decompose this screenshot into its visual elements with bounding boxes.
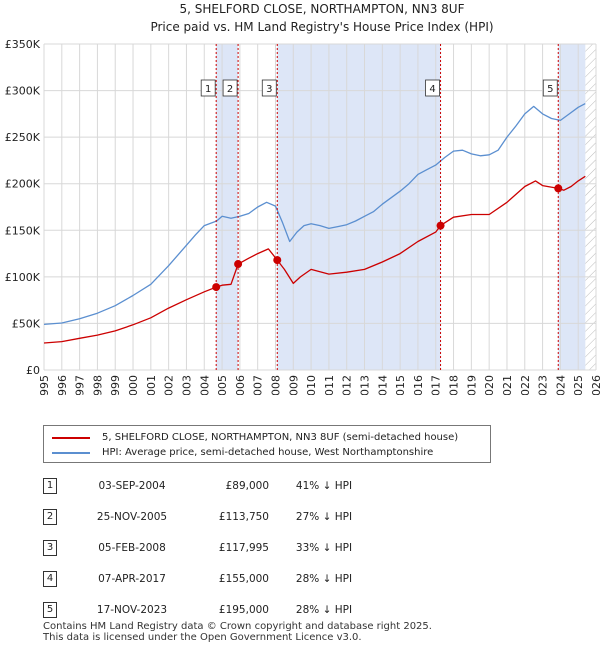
y-tick-label: £200K: [5, 178, 41, 191]
x-tick-label: 2004: [198, 375, 211, 395]
sale-hpi-diff: 41% ↓ HPI: [295, 479, 353, 492]
sale-price: £117,995: [218, 541, 269, 554]
x-tick-label: 2016: [412, 375, 425, 395]
sale-hpi-diff: 28% ↓ HPI: [295, 572, 353, 585]
sale-marker-box: [261, 79, 277, 97]
chart-subtitle: Price paid vs. HM Land Registry's House …: [150, 20, 493, 34]
property-price-line: [44, 175, 586, 344]
x-tick-label: 2006: [234, 375, 247, 395]
sale-marker-label: 4: [429, 84, 435, 95]
x-tick-label: 2014: [376, 375, 389, 395]
sale-marker-label: 2: [227, 84, 233, 95]
x-tick-label: 2015: [394, 375, 407, 395]
x-tick-label: 2010: [305, 375, 318, 395]
forecast-hatch: [585, 44, 596, 370]
sale-date: 05-FEB-2008: [98, 541, 166, 554]
x-tick-label: 2009: [287, 375, 300, 395]
sale-marker-box: [425, 79, 440, 97]
footer-note: Contains HM Land Registry data © Crown c…: [43, 621, 432, 643]
table-row: 5 17-NOV-2023 £195,000 28% ↓ HPI: [43, 594, 379, 625]
sale-hpi-diff: 33% ↓ HPI: [295, 541, 353, 554]
table-row: 1 03-SEP-2004 £89,000 41% ↓ HPI: [43, 470, 379, 501]
legend-item-hpi: HPI: Average price, semi-detached house,…: [52, 447, 433, 458]
x-tick-label: 2003: [180, 375, 193, 395]
y-tick-label: £250K: [5, 131, 41, 144]
legend-label-hpi: HPI: Average price, semi-detached house,…: [102, 447, 434, 458]
x-tick-label: 2008: [269, 375, 282, 395]
chart-title: 5, SHELFORD CLOSE, NORTHAMPTON, NN3 8UF: [180, 2, 465, 16]
sale-marker-box: [222, 79, 238, 97]
footer-copyright: Contains HM Land Registry data © Crown c…: [43, 621, 432, 632]
x-tick-label: 2025: [572, 375, 585, 395]
sale-number-badge: 4: [43, 570, 57, 587]
hpi-line: [44, 103, 586, 326]
x-tick-label: 2011: [323, 375, 336, 395]
sale-price: £89,000: [225, 479, 269, 492]
legend-swatch-hpi: [52, 451, 90, 454]
x-tick-label: 2013: [359, 375, 372, 395]
y-tick-label: £350K: [5, 38, 41, 51]
sale-price: £113,750: [218, 510, 269, 523]
x-tick-label: 2020: [483, 375, 496, 395]
sale-marker-box: [542, 79, 558, 97]
sale-point: [234, 260, 243, 269]
y-tick-label: £0: [26, 364, 40, 377]
y-tick-label: £50K: [12, 317, 41, 330]
legend-label-property: 5, SHELFORD CLOSE, NORTHAMPTON, NN3 8UF …: [102, 432, 459, 443]
table-row: 3 05-FEB-2008 £117,995 33% ↓ HPI: [43, 532, 379, 563]
sale-date: 17-NOV-2023: [96, 603, 168, 616]
sale-point: [554, 184, 563, 193]
sale-marker-label: 3: [266, 84, 272, 95]
x-tick-label: 2026: [590, 375, 600, 395]
sale-marker-label: 5: [547, 84, 553, 95]
sale-date: 03-SEP-2004: [98, 479, 166, 492]
x-tick-label: 1999: [109, 375, 122, 395]
y-tick-label: £150K: [5, 224, 41, 237]
x-tick-label: 2001: [145, 375, 158, 395]
sale-number-badge: 3: [43, 539, 57, 556]
x-tick-label: 2017: [430, 375, 443, 395]
x-tick-label: 2018: [448, 375, 461, 395]
footer-license: This data is licensed under the Open Gov…: [43, 632, 362, 643]
x-tick-label: 2000: [127, 375, 140, 395]
sale-hpi-diff: 28% ↓ HPI: [295, 603, 353, 616]
x-tick-label: 2022: [519, 375, 532, 395]
sale-hpi-diff: 27% ↓ HPI: [295, 510, 353, 523]
sale-price: £155,000: [218, 572, 269, 585]
x-tick-label: 1998: [91, 375, 104, 395]
sales-table: 1 03-SEP-2004 £89,000 41% ↓ HPI 2 25-NOV…: [43, 470, 379, 625]
table-row: 4 07-APR-2017 £155,000 28% ↓ HPI: [43, 563, 379, 594]
sale-number-badge: 2: [43, 508, 57, 525]
table-row: 2 25-NOV-2005 £113,750 27% ↓ HPI: [43, 501, 379, 532]
chart-legend: 5, SHELFORD CLOSE, NORTHAMPTON, NN3 8UF …: [43, 425, 491, 463]
sale-number-badge: 1: [43, 477, 57, 494]
x-tick-label: 1995: [38, 375, 51, 395]
sale-point: [273, 256, 282, 265]
ownership-shade: [558, 44, 586, 370]
sale-number-badge: 5: [43, 601, 57, 618]
x-tick-label: 1997: [74, 375, 87, 395]
x-tick-label: 2005: [216, 375, 229, 395]
y-tick-label: £100K: [5, 271, 41, 284]
x-tick-label: 1996: [56, 375, 69, 395]
legend-swatch-property: [52, 436, 90, 439]
sale-date: 07-APR-2017: [98, 572, 166, 585]
ownership-shade: [277, 44, 441, 370]
x-tick-label: 2007: [252, 375, 265, 395]
sale-marker-label: 1: [205, 84, 211, 95]
sale-date: 25-NOV-2005: [96, 510, 168, 523]
sale-marker-box: [200, 79, 216, 97]
price-chart: 5, SHELFORD CLOSE, NORTHAMPTON, NN3 8UF …: [5, 2, 600, 395]
x-tick-label: 2024: [554, 375, 567, 395]
x-tick-label: 2002: [163, 375, 176, 395]
x-tick-label: 2019: [465, 375, 478, 395]
legend-item-property: 5, SHELFORD CLOSE, NORTHAMPTON, NN3 8UF …: [52, 432, 458, 443]
y-tick-label: £300K: [5, 85, 41, 98]
sale-point: [436, 221, 445, 230]
x-tick-label: 2023: [537, 375, 550, 395]
sale-point: [212, 283, 221, 292]
x-tick-label: 2012: [341, 375, 354, 395]
x-tick-label: 2021: [501, 375, 514, 395]
sale-price: £195,000: [218, 603, 269, 616]
